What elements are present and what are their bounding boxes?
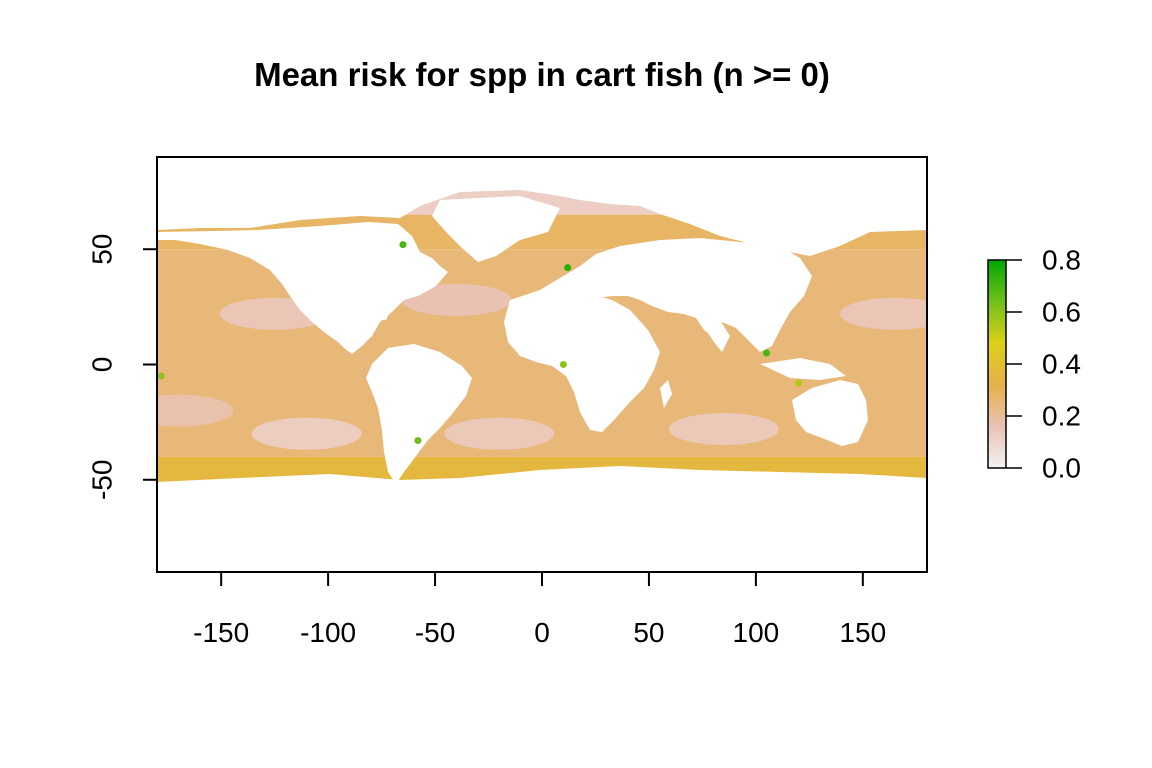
hotspot — [559, 361, 567, 368]
land-madagascar — [660, 380, 672, 408]
x-tick-label: 100 — [733, 617, 780, 648]
low-risk-gyre — [401, 283, 512, 316]
land-mask — [157, 157, 927, 572]
hotspot — [564, 264, 572, 272]
x-tick-label: 0 — [534, 617, 550, 648]
x-axis: -150 -100 -50 0 50 100 150 — [193, 572, 886, 648]
low-risk-gyre — [839, 297, 927, 330]
x-tick-label: -50 — [415, 617, 455, 648]
low-risk-gyres — [157, 283, 927, 450]
land-antarctica — [157, 466, 927, 572]
land-south-america — [366, 344, 472, 484]
land-australia — [792, 380, 868, 446]
hotspot — [157, 372, 165, 380]
low-risk-gyre — [157, 394, 234, 427]
hotspot — [763, 349, 771, 357]
y-axis: -50 0 50 — [87, 234, 157, 500]
x-tick-label: -100 — [300, 617, 356, 648]
legend-tick-label: 0.0 — [1042, 453, 1081, 484]
x-tick-label: 150 — [839, 617, 886, 648]
y-tick-label: 0 — [87, 357, 118, 373]
land-greenland — [432, 196, 560, 262]
legend-tick-label: 0.8 — [1042, 245, 1081, 276]
y-tick-label: 50 — [87, 234, 118, 265]
hotspot — [399, 241, 407, 249]
hotspot — [414, 437, 422, 445]
legend-tick-label: 0.6 — [1042, 297, 1081, 328]
land-eurasia — [540, 238, 812, 352]
legend-tick-label: 0.4 — [1042, 349, 1081, 380]
land-north-america — [157, 222, 448, 354]
legend-ticks: 0.0 0.2 0.4 0.6 0.8 — [1006, 245, 1081, 484]
land-central-america — [330, 296, 392, 320]
land-se-asia — [760, 358, 846, 380]
legend-colorbar — [987, 259, 1007, 469]
x-tick-label: -150 — [193, 617, 249, 648]
land-africa — [504, 288, 660, 432]
y-tick-label: -50 — [87, 460, 118, 500]
low-risk-gyre — [444, 417, 555, 450]
color-legend: 0.0 0.2 0.4 0.6 0.8 — [987, 245, 1081, 484]
low-risk-gyre — [668, 413, 779, 446]
land-india — [700, 316, 730, 352]
hotspot — [795, 379, 803, 387]
legend-tick-label: 0.2 — [1042, 401, 1081, 432]
high-risk-hotspots — [157, 241, 803, 445]
x-tick-label: 50 — [633, 617, 664, 648]
land-arctic — [157, 157, 927, 256]
low-risk-gyre — [251, 417, 362, 450]
chart-title: Mean risk for spp in cart fish (n >= 0) — [254, 56, 830, 93]
